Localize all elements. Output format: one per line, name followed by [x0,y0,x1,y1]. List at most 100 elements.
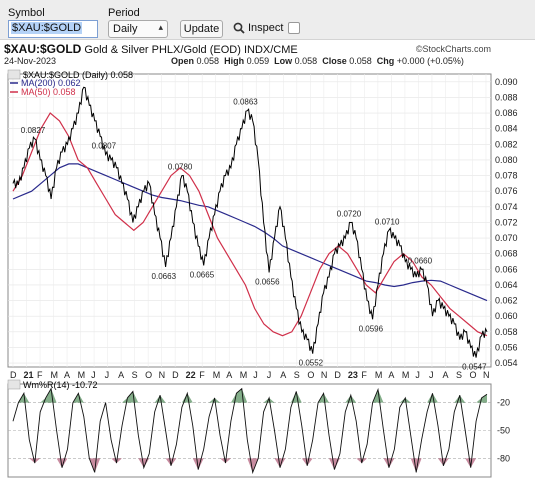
legend-swatch-wpr [7,379,21,390]
legend-swatch-price [7,69,21,80]
x-tick-label: O [307,370,314,380]
toolbar: Symbol Period $XAU:$GOLD Daily ▴︎ Update … [0,0,535,40]
y-tick-label: 0.064 [495,280,518,290]
annotation-label: 0.0596 [359,324,384,333]
y-tick-label: 0.070 [495,233,518,243]
annotation-label: 0.0780 [168,163,193,172]
plot-frame [7,73,492,368]
price-series [12,86,488,358]
open-value: 0.058 [196,56,220,66]
chg-value: +0.000 (+0.05%) [396,56,464,66]
period-select-value: Daily [113,23,138,35]
x-tick-label: N [159,370,166,380]
ma50-line [12,112,488,337]
chart-area: $XAU:$GOLD Gold & Silver PHLX/Gold (EOD)… [0,40,535,481]
annotation-label: 0.0547 [462,363,487,372]
stockcharts-logo: ©StockCharts.com [415,44,491,54]
x-tick-label: A [226,370,232,380]
y-tick-label: 0.076 [495,186,518,196]
y-tick-label: 0.058 [495,327,518,337]
x-tick-label: M [51,370,59,380]
wpr-overbought-fill [13,388,487,403]
legend-ma50: MA(50) 0.058 [21,87,76,97]
wpr-tick-label: -80 [497,453,510,463]
ohlc-row: Open 0.058 High 0.059 Low 0.058 Close 0.… [171,56,464,66]
high-label: High [224,56,245,66]
x-tick-label: N [483,370,490,380]
annotation-label: 0.0710 [375,217,400,226]
x-tick-label: J [267,370,272,380]
x-tick-label: A [442,370,448,380]
annotations: 0.0827 0.0807 0.0780 0.0663 0.0665 0.0863 0.06… [21,98,487,372]
y-tick-label: 0.062 [495,296,518,306]
x-tick-label: O [145,370,152,380]
select-arrows-icon: ▴︎ [158,22,163,32]
x-tick-label: J [253,370,258,380]
x-tick-label: D [334,370,341,380]
y-tick-label: 0.066 [495,264,518,274]
x-axis: D 21 F M A M J J A S O N D 22 F M A M J J A S O N D 23 F M A M J J A S O N [10,370,490,380]
low-value: 0.058 [294,56,318,66]
chart-symbol: $XAU:$GOLD [4,42,82,56]
chg-label: Chg [376,56,395,66]
annotation-label: 0.0552 [299,359,324,368]
x-tick-label: 23 [348,370,358,380]
x-tick-label: J [415,370,420,380]
period-select[interactable]: Daily ▴︎ [108,20,168,38]
high-value: 0.059 [246,56,270,66]
x-tick-label: D [10,370,17,380]
annotation-label: 0.0656 [255,277,280,286]
annotation-label: 0.0665 [190,270,215,279]
x-tick-label: S [132,370,138,380]
wpr-tick-label: -20 [497,398,510,408]
y-tick-label: 0.072 [495,217,518,227]
y-axis: 0.090 0.088 0.086 0.084 0.082 0.080 0.078 0.076… [495,77,518,368]
low-label: Low [274,56,293,66]
x-tick-label: J [429,370,434,380]
annotation-label: 0.0663 [152,272,177,281]
x-tick-label: J [91,370,96,380]
x-tick-label: 22 [186,370,196,380]
ma200-series [12,163,488,302]
x-tick-label: 21 [24,370,34,380]
close-label: Close [322,56,347,66]
ma200-line [12,163,488,302]
inspect-label: Inspect [248,22,284,34]
y-tick-label: 0.074 [495,202,518,212]
search-icon[interactable] [233,22,245,34]
annotation-label: 0.0827 [21,126,46,135]
ma50-series [12,112,488,337]
x-tick-label: M [402,370,410,380]
y-tick-label: 0.060 [495,311,518,321]
update-button[interactable]: Update [180,20,223,38]
y-tick-label: 0.088 [495,92,518,102]
x-tick-label: M [213,370,221,380]
y-tick-label: 0.056 [495,342,518,352]
x-tick-label: F [199,370,205,380]
open-label: Open [171,56,195,66]
wpr-oversold-fill [13,458,487,473]
y-tick-label: 0.084 [495,124,518,134]
symbol-input-value: $XAU:$GOLD [11,22,83,34]
close-value: 0.058 [349,56,372,66]
x-tick-label: A [280,370,286,380]
annotation-label: 0.0660 [408,256,433,265]
chart-description: Gold & Silver PHLX/Gold (EOD) [84,44,241,56]
legend-main: $XAU:$GOLD (Daily) 0.058 [23,70,133,80]
x-tick-label: M [240,370,248,380]
symbol-input[interactable]: $XAU:$GOLD [8,20,98,38]
period-label: Period [108,7,140,19]
legend-ma200: MA(200) 0.062 [21,78,81,88]
symbol-label: Symbol [8,7,45,19]
x-tick-label: A [388,370,394,380]
x-tick-label: M [78,370,86,380]
price-line [12,86,488,358]
x-tick-label: O [469,370,476,380]
inspect-checkbox[interactable] [288,22,300,34]
x-tick-label: S [294,370,300,380]
x-tick-label: F [361,370,367,380]
main-grid [7,73,492,368]
price-chart[interactable]: 0.0827 0.0807 0.0780 0.0663 0.0665 0.0863 0.06… [0,40,535,481]
annotation-label: 0.0720 [337,209,362,218]
y-tick-label: 0.082 [495,139,518,149]
